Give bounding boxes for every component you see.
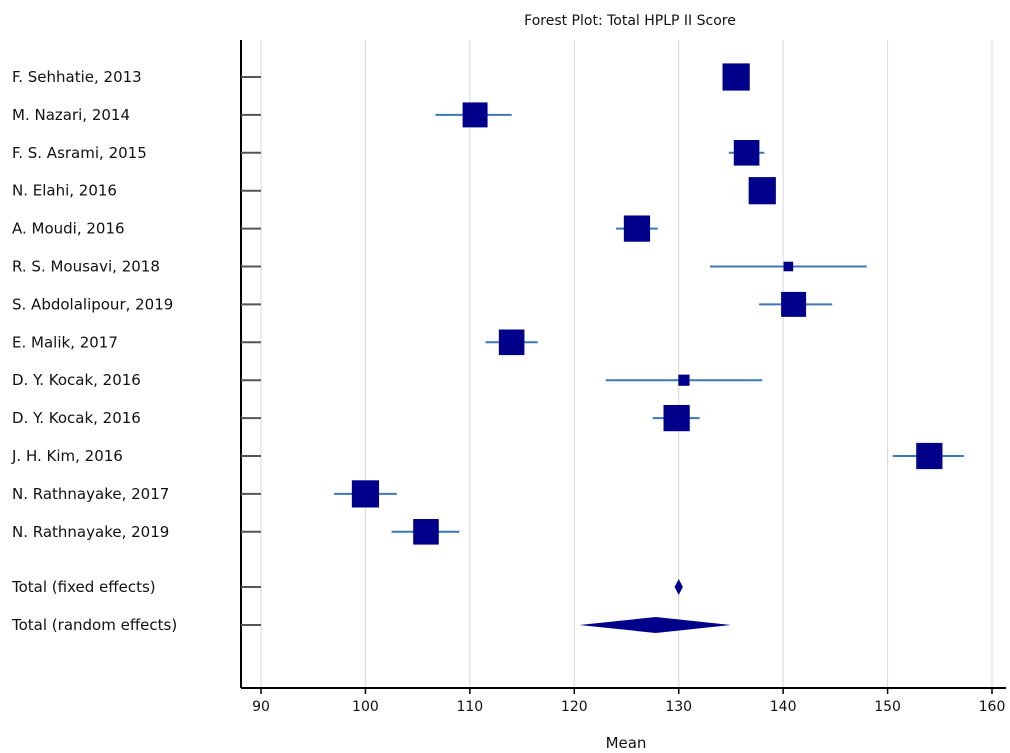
x-tick-label: 140 — [770, 699, 797, 715]
x-tick-label: 150 — [874, 699, 901, 715]
study-label: D. Y. Kocak, 2016 — [12, 409, 141, 427]
axes: 90 100 110 120 130 140 150 160 — [240, 40, 1006, 715]
study-labels: F. Sehhatie, 2013 M. Nazari, 2014 F. S. As… — [11, 68, 177, 634]
study-label: J. H. Kim, 2016 — [11, 447, 123, 465]
effect-square — [413, 519, 439, 545]
study-label: F. S. Asrami, 2015 — [12, 144, 147, 162]
pooled-diamond — [579, 617, 731, 633]
x-tick-label: 120 — [561, 699, 588, 715]
study-label: N. Rathnayake, 2017 — [12, 485, 169, 503]
study-label: D. Y. Kocak, 2016 — [12, 371, 141, 389]
x-tick-label: 90 — [252, 699, 270, 715]
total-label: Total (fixed effects) — [11, 578, 156, 596]
effect-square — [722, 63, 750, 91]
x-tick-label: 110 — [456, 699, 483, 715]
total-label: Total (random effects) — [11, 616, 177, 634]
x-tick-label: 160 — [979, 699, 1006, 715]
study-label: A. Moudi, 2016 — [12, 220, 125, 238]
effect-square — [783, 261, 794, 272]
x-axis-title: Mean — [606, 734, 647, 752]
study-label: F. Sehhatie, 2013 — [12, 68, 142, 86]
effect-square — [733, 140, 760, 166]
effect-square — [351, 480, 380, 508]
study-label: N. Rathnayake, 2019 — [12, 523, 169, 541]
study-label: E. Malik, 2017 — [12, 333, 118, 351]
grid-lines — [260, 40, 993, 688]
study-label: M. Nazari, 2014 — [12, 106, 130, 124]
study-label: S. Abdolalipour, 2019 — [12, 295, 173, 313]
effect-square — [663, 404, 690, 432]
study-label: N. Elahi, 2016 — [12, 182, 117, 200]
effect-square — [781, 291, 807, 317]
effect-square — [623, 215, 651, 242]
x-tick-label: 100 — [352, 699, 379, 715]
effect-square — [498, 329, 525, 356]
effect-square — [678, 374, 690, 386]
study-label: R. S. Mousavi, 2018 — [12, 258, 160, 276]
effect-square — [462, 102, 488, 128]
effect-square — [916, 442, 943, 470]
pooled-diamond — [674, 579, 683, 595]
study-marks — [334, 63, 964, 633]
chart-title: Forest Plot: Total HPLP II Score — [524, 13, 736, 29]
effect-square — [748, 177, 776, 205]
x-tick-label: 130 — [665, 699, 692, 715]
